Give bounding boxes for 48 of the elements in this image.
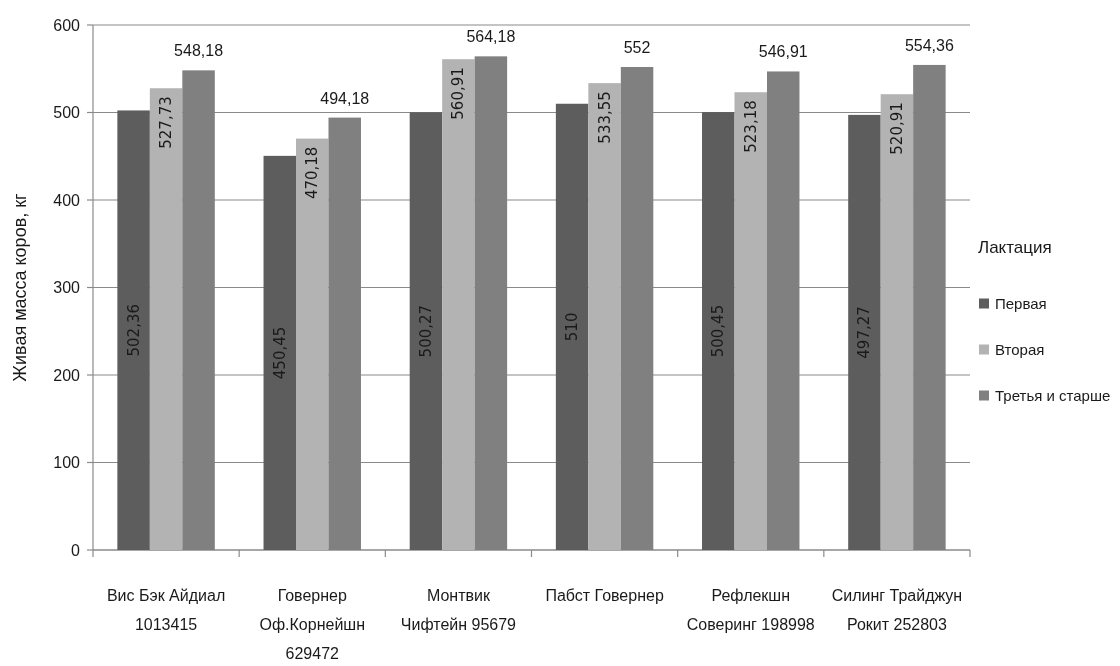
y-tick-label: 400	[53, 191, 81, 209]
y-tick-label: 200	[53, 366, 81, 384]
data-label: 552	[623, 39, 651, 56]
data-label: 548,18	[174, 42, 224, 60]
y-axis-title: Живая масса коров, кг	[10, 192, 30, 382]
x-tick-label: Говернер Оф.Корнейшн 629472	[259, 587, 366, 662]
data-label: 546,91	[758, 43, 808, 61]
data-label: 502,36	[124, 303, 143, 357]
data-label: 520,91	[887, 102, 906, 155]
data-label: 564,18	[466, 28, 516, 46]
bar	[296, 138, 329, 550]
x-tick-label: Силинг Трайджун Рокит 252803	[831, 587, 963, 633]
bar	[734, 92, 767, 550]
data-label: 554,36	[904, 36, 954, 54]
bar	[848, 114, 881, 550]
data-label: 510	[563, 312, 582, 342]
bar	[880, 94, 914, 550]
y-tick-label: 0	[71, 541, 81, 559]
x-tick-label: Вис Бэк Айдиал 1013415	[106, 587, 226, 633]
bar	[117, 110, 150, 550]
y-tick-label: 100	[53, 454, 81, 471]
x-tick-label: Пабст Говернер	[545, 587, 664, 604]
bar	[442, 59, 475, 550]
data-label: 494,18	[320, 89, 370, 107]
bar	[149, 88, 183, 550]
data-label: 500,27	[416, 304, 435, 358]
bar	[702, 112, 735, 550]
data-label: 527,73	[157, 96, 176, 149]
legend-label: Первая	[995, 295, 1047, 312]
legend-title: Лактация	[978, 237, 1052, 257]
bar	[409, 112, 443, 550]
data-label: 533,55	[595, 91, 614, 144]
bar	[555, 103, 589, 550]
bar	[263, 155, 297, 550]
data-label: 450,45	[270, 326, 289, 380]
x-tick-label: Монтвик Чифтейн 95679	[400, 587, 517, 633]
data-label: 560,91	[449, 67, 468, 120]
data-label: 500,45	[709, 304, 728, 358]
data-label: 470,18	[303, 146, 322, 200]
x-tick-label: Рефлекшн Соверинг 198998	[686, 587, 815, 633]
data-label: 497,27	[855, 306, 874, 359]
data-label: 523,18	[741, 100, 760, 153]
bar	[588, 83, 621, 550]
y-tick-label: 300	[53, 279, 81, 296]
y-tick-label: 600	[53, 16, 81, 34]
legend-label: Третья и старше	[995, 387, 1111, 404]
y-tick-label: 500	[53, 104, 81, 121]
legend-label: Вторая	[995, 341, 1045, 358]
